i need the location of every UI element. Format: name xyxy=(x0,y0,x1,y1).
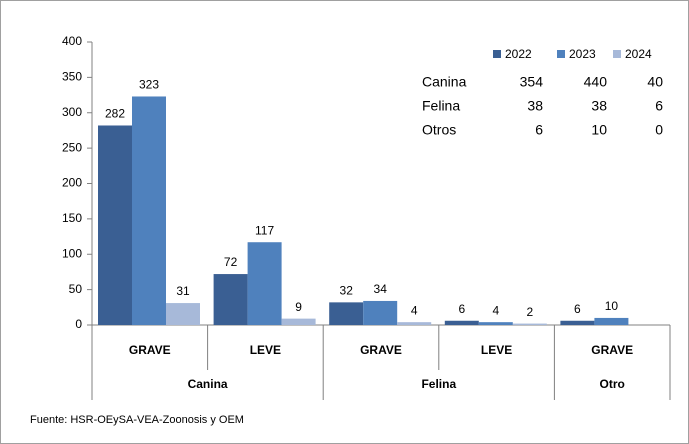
bar xyxy=(363,300,398,325)
group-label: Felina xyxy=(421,377,456,391)
legend-swatch xyxy=(557,50,565,58)
value-label: 323 xyxy=(139,78,159,92)
y-tick-label: 300 xyxy=(62,105,82,119)
table-cell: 440 xyxy=(584,74,608,90)
table-row-label: Canina xyxy=(422,74,467,90)
legend-label: 2023 xyxy=(569,47,596,61)
y-tick-label: 200 xyxy=(62,176,82,190)
bar xyxy=(213,274,248,325)
x-tick-label: GRAVE xyxy=(360,343,402,357)
table-cell: 354 xyxy=(520,74,544,90)
y-tick-label: 100 xyxy=(62,246,82,260)
bar xyxy=(594,317,629,325)
table-cell: 10 xyxy=(591,122,607,138)
value-label: 117 xyxy=(255,223,274,237)
y-tick-label: 400 xyxy=(62,34,82,48)
table-cell: 6 xyxy=(655,98,663,114)
value-label: 6 xyxy=(574,302,581,316)
value-label: 72 xyxy=(224,255,238,269)
x-tick-label: GRAVE xyxy=(129,343,171,357)
value-label: 2 xyxy=(526,305,533,319)
table-cell: 0 xyxy=(655,122,663,138)
bar xyxy=(166,303,200,325)
bar xyxy=(132,96,166,325)
value-label: 10 xyxy=(605,299,619,313)
x-tick-label: GRAVE xyxy=(591,343,633,357)
y-tick-label: 0 xyxy=(75,317,82,331)
table-cell: 38 xyxy=(527,98,543,114)
source-note: Fuente: HSR-OEySA-VEA-Zoonosis y OEM xyxy=(30,414,244,426)
y-tick-label: 50 xyxy=(69,282,83,296)
value-label: 31 xyxy=(176,284,190,298)
bar xyxy=(281,318,316,325)
table-row-label: Felina xyxy=(422,98,460,114)
value-label: 282 xyxy=(105,107,125,121)
group-label: Canina xyxy=(188,377,228,391)
value-label: 4 xyxy=(411,303,418,317)
value-label: 32 xyxy=(340,284,354,298)
value-label: 34 xyxy=(374,282,388,296)
table-cell: 40 xyxy=(647,74,663,90)
bar xyxy=(397,322,432,325)
bar xyxy=(329,302,364,325)
bar xyxy=(478,322,513,325)
legend-label: 2022 xyxy=(505,47,532,61)
legend-swatch xyxy=(613,50,621,58)
table-row-label: Otros xyxy=(422,122,456,138)
bar xyxy=(560,320,595,325)
legend-swatch xyxy=(493,50,501,58)
table-cell: 6 xyxy=(535,122,543,138)
y-tick-label: 350 xyxy=(62,70,82,84)
y-tick-label: 150 xyxy=(62,211,82,225)
y-tick-label: 250 xyxy=(62,140,82,154)
table-cell: 38 xyxy=(591,98,607,114)
legend-label: 2024 xyxy=(625,47,652,61)
bar xyxy=(444,320,479,325)
value-label: 9 xyxy=(295,300,302,314)
x-tick-label: LEVE xyxy=(481,343,512,357)
bar xyxy=(247,242,282,325)
x-tick-label: LEVE xyxy=(250,343,281,357)
value-label: 6 xyxy=(458,302,465,316)
value-label: 4 xyxy=(492,303,499,317)
bar xyxy=(512,323,547,325)
bar xyxy=(98,125,132,325)
group-label: Otro xyxy=(600,377,625,391)
